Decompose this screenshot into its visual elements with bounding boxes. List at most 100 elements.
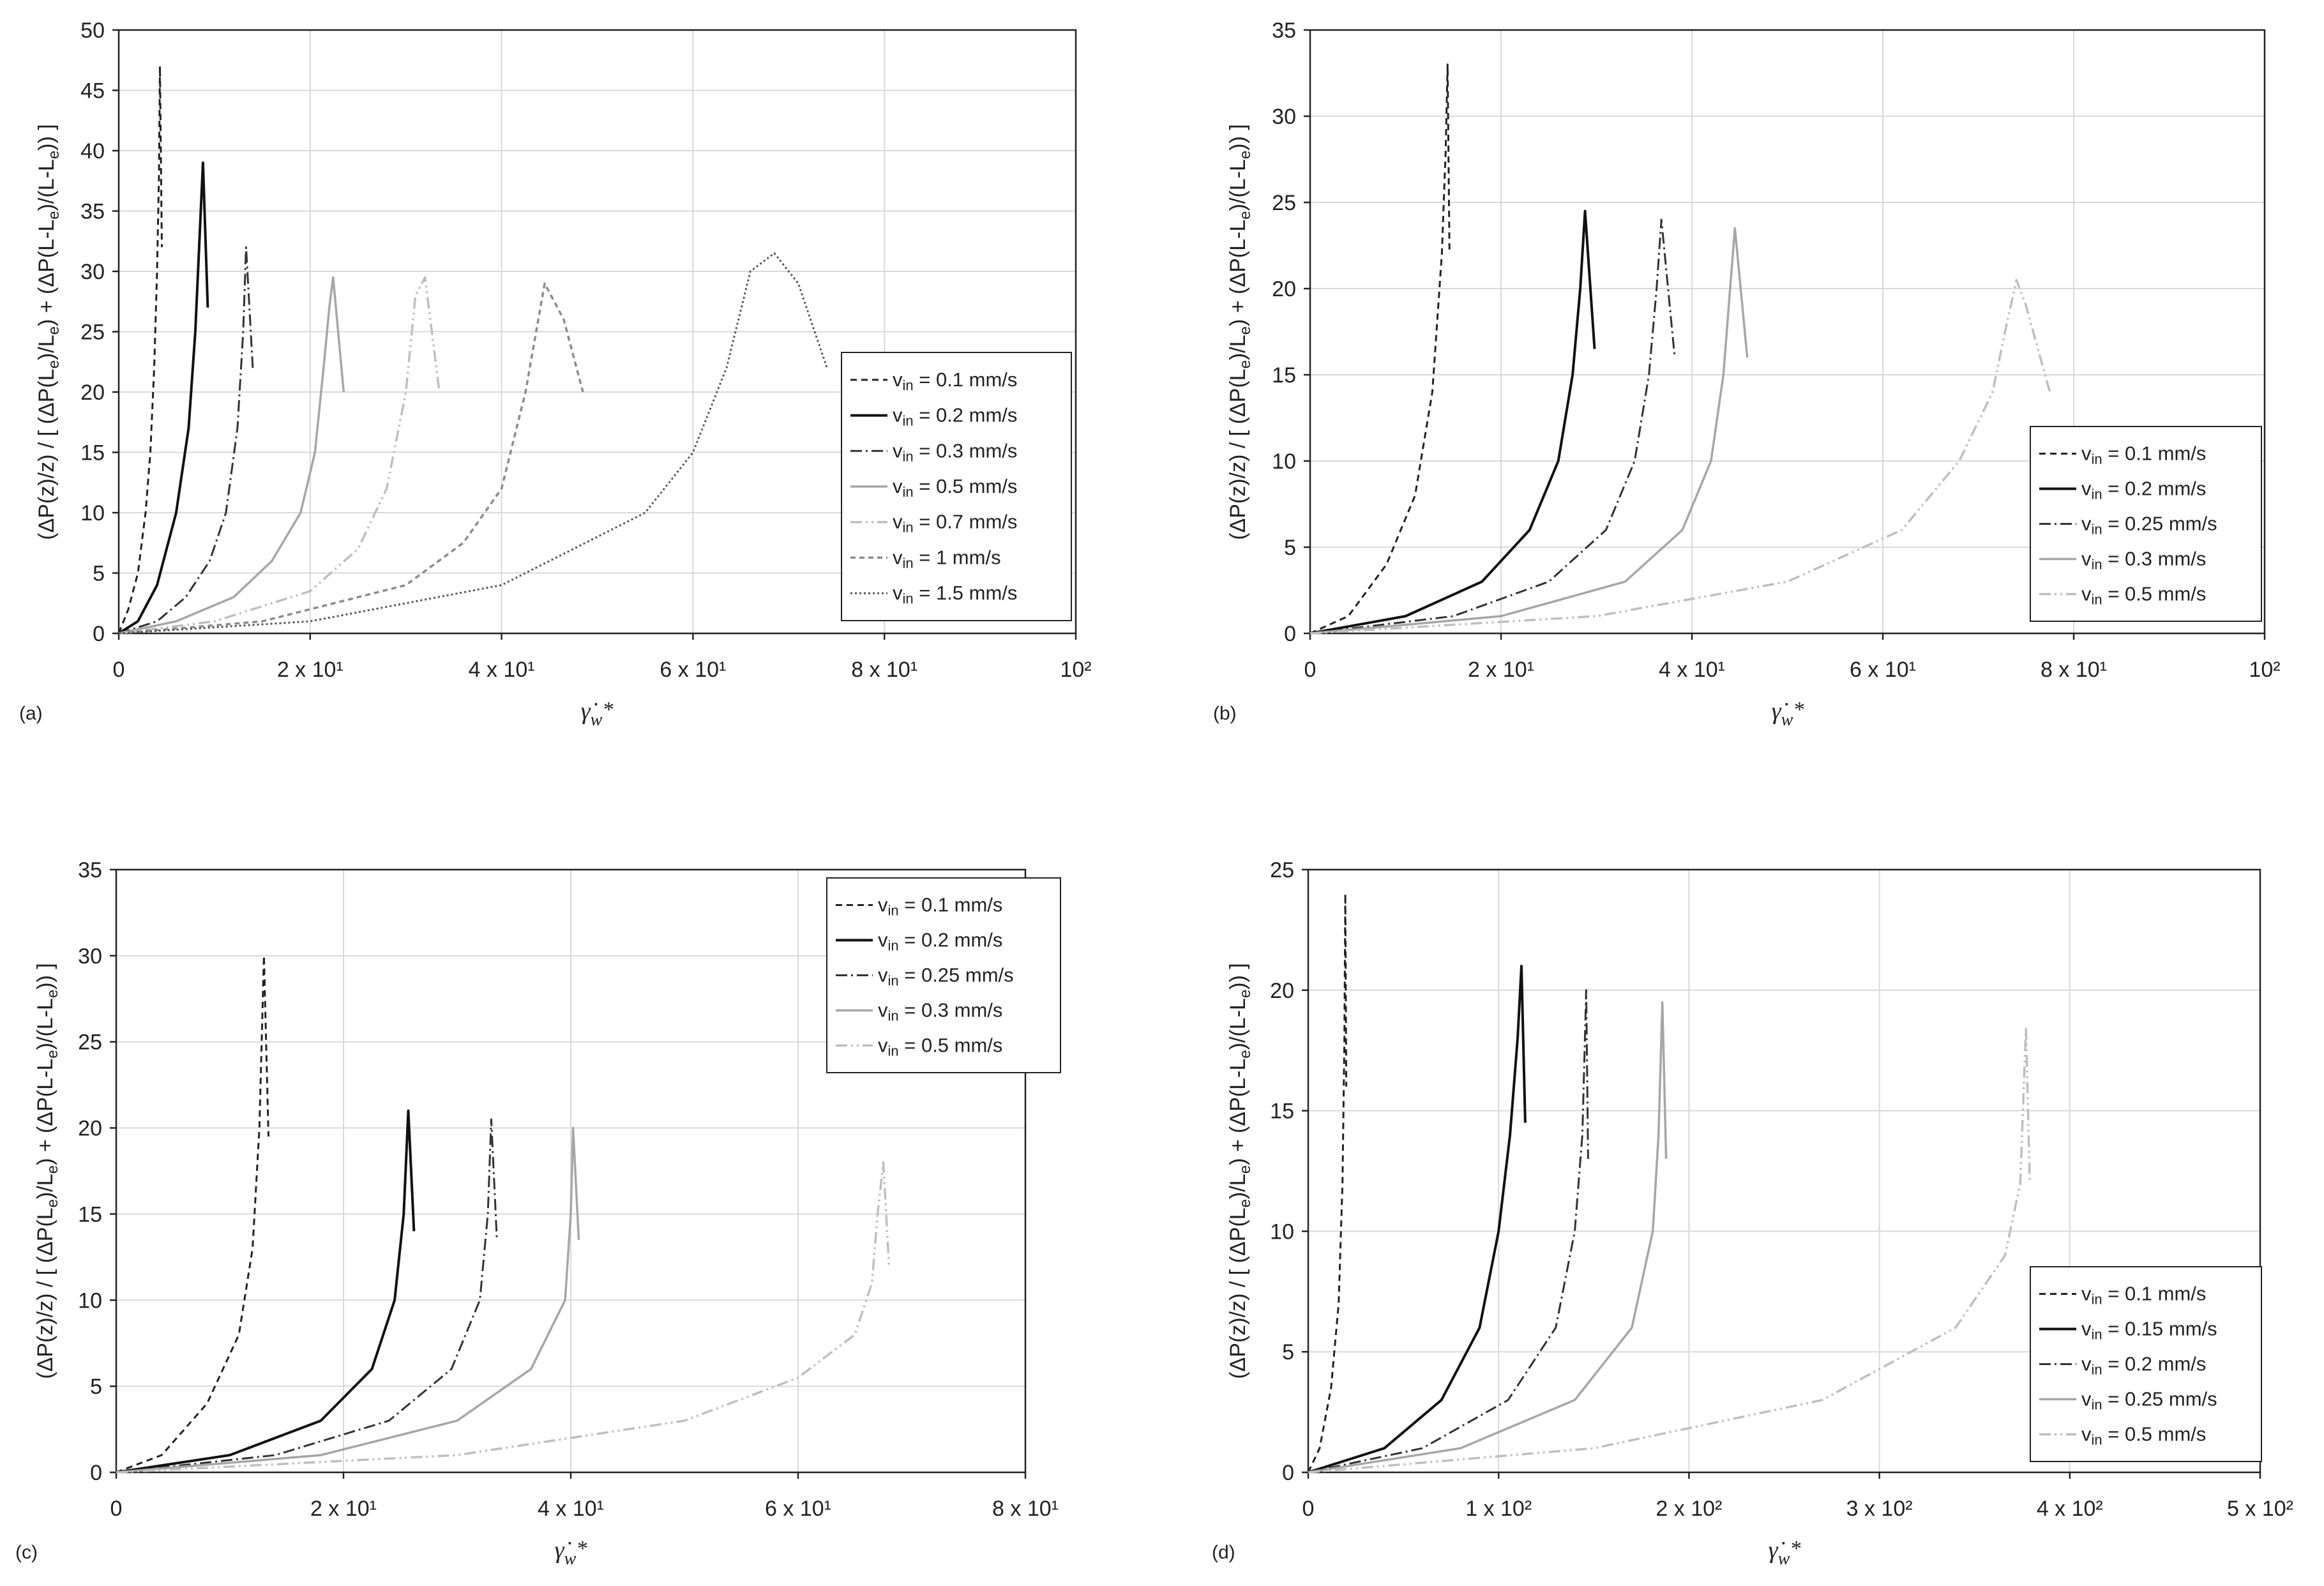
y-tick-label: 20 (80, 381, 105, 405)
series-line-5 (118, 276, 441, 635)
y-tick-label: 30 (78, 944, 102, 969)
x-tick-label: 4 x 10² (2037, 1497, 2103, 1521)
y-tick-label: 20 (78, 1117, 102, 1141)
x-tick-label: 2 x 10¹ (277, 658, 343, 682)
series-line-4 (118, 276, 345, 635)
y-tick-label: 35 (80, 200, 105, 224)
y-tick-label: 10 (78, 1288, 102, 1313)
legend-entry: vin = 0.15 mm/s (2081, 1318, 2217, 1343)
panel-label: (d) (1212, 1542, 1235, 1563)
y-tick-label: 5 (1282, 1340, 1294, 1364)
legend-entry: vin = 0.5 mm/s (893, 475, 1017, 500)
y-tick-label: 10 (80, 501, 105, 525)
legend-entry: vin = 0.5 mm/s (878, 1034, 1002, 1059)
legend-entry: vin = 0.2 mm/s (2081, 478, 2206, 502)
y-axis-label: (ΔP(z)/z) / [ (ΔP(Le)/Le) + (ΔP(L-Le)/(L… (33, 963, 61, 1378)
series-line-1 (1309, 63, 1451, 635)
legend-entry: vin = 1.5 mm/s (893, 582, 1017, 607)
x-tick-label: 10² (1060, 658, 1091, 682)
y-tick-label: 25 (1272, 191, 1296, 215)
x-axis-label: γ̇w* (581, 698, 614, 730)
chart-panel-a: 0 5 10 15 20 25 30 35 40 45 50 0 2 x 10¹ 4 x 10¹ 6 x 1… (19, 19, 1092, 730)
y-axis-label: (ΔP(z)/z) / [ (ΔP(Le)/Le) + (ΔP(L-Le)/(L… (34, 124, 63, 540)
y-tick-label: 45 (80, 79, 105, 103)
legend-entry: vin = 0.25 mm/s (2081, 1388, 2217, 1413)
x-tick-label: 4 x 10¹ (469, 658, 535, 682)
series-line-5 (116, 1161, 891, 1474)
series-line-4 (1309, 227, 1749, 635)
chart-panel-d: 0 5 10 15 20 25 0 1 x 10² 2 x 10² 3 x 10² 4 x 10² 5… (1212, 858, 2293, 1569)
x-tick-label: 2 x 10¹ (310, 1497, 377, 1521)
y-tick-label: 35 (1272, 19, 1296, 43)
series-line-5 (1308, 1025, 2031, 1474)
y-tick-label: 15 (1270, 1099, 1294, 1124)
x-tick-label: 3 x 10² (1846, 1497, 1913, 1521)
legend-entry: vin = 0.1 mm/s (2081, 442, 2206, 467)
y-tick-label: 25 (1270, 858, 1294, 882)
x-tick-label: 6 x 10¹ (660, 658, 726, 682)
y-tick-label: 25 (78, 1031, 102, 1055)
y-tick-label: 0 (93, 622, 105, 646)
x-tick-label: 4 x 10¹ (538, 1497, 604, 1521)
legend-entry: vin = 0.3 mm/s (878, 999, 1002, 1024)
y-tick-label: 0 (1282, 1461, 1294, 1485)
y-tick-label: 30 (1272, 105, 1296, 129)
series-line-2 (116, 1109, 416, 1474)
legend-entry: vin = 0.1 mm/s (893, 368, 1017, 393)
series-line-3 (116, 1118, 498, 1474)
y-tick-label: 50 (80, 19, 105, 43)
y-tick-label: 35 (78, 858, 102, 882)
series-line-1 (1307, 893, 1348, 1473)
series-line-3 (118, 246, 254, 635)
y-tick-label: 10 (1272, 449, 1296, 474)
legend: vin = 0.1 mm/s vin = 0.15 mm/s vin = 0.2 m… (2030, 1266, 2262, 1462)
legend-entry: vin = 0.3 mm/s (2081, 548, 2206, 573)
panel-label: (b) (1213, 703, 1237, 724)
legend-entry: vin = 0.25 mm/s (878, 964, 1014, 989)
y-tick-label: 15 (78, 1202, 102, 1227)
y-tick-label: 15 (80, 441, 105, 465)
series-line-4 (1308, 1001, 1668, 1474)
x-tick-label: 2 x 10¹ (1468, 658, 1534, 682)
series-line-2 (1308, 965, 1527, 1474)
y-tick-label: 5 (93, 562, 105, 586)
x-axis-label: γ̇w* (1769, 1537, 1801, 1569)
series-line-5 (1309, 278, 2051, 635)
chart-panel-c: 0 5 10 15 20 25 30 35 0 2 x 10¹ 4 x 10¹ 6 x 10¹ 8 x … (15, 858, 1061, 1569)
series-line-1 (117, 65, 163, 634)
legend-entry: vin = 0.5 mm/s (2081, 1423, 2206, 1448)
y-tick-label: 20 (1272, 277, 1296, 301)
plot-frame (1307, 868, 2261, 1474)
x-tick-label: 1 x 10² (1465, 1497, 1532, 1521)
legend-entry: vin = 0.1 mm/s (878, 894, 1002, 919)
y-tick-label: 0 (1284, 622, 1296, 646)
series-line-1 (116, 955, 269, 1474)
legend-entry: vin = 0.2 mm/s (878, 929, 1002, 954)
y-tick-label: 10 (1270, 1220, 1294, 1244)
x-tick-label: 6 x 10¹ (765, 1497, 831, 1521)
y-tick-label: 40 (80, 139, 105, 163)
legend: vin = 0.1 mm/s vin = 0.2 mm/s vin = 0.25 m… (2030, 426, 2262, 622)
legend-entry: vin = 0.25 mm/s (2081, 513, 2217, 538)
x-tick-label: 8 x 10¹ (851, 658, 917, 682)
y-tick-label: 30 (80, 260, 105, 284)
y-tick-label: 25 (80, 321, 105, 345)
x-tick-label: 0 (1302, 1497, 1315, 1521)
x-axis-label: γ̇w* (1772, 698, 1804, 730)
series-line-4 (116, 1126, 580, 1474)
x-tick-label: 10² (2249, 658, 2280, 682)
x-tick-label: 6 x 10¹ (1850, 658, 1916, 682)
series-line-6 (118, 282, 584, 635)
y-tick-label: 0 (90, 1461, 102, 1485)
y-axis-label: (ΔP(z)/z) / [ (ΔP(Le)/Le) + (ΔP(L-Le)/(L… (1226, 963, 1254, 1378)
y-tick-label: 5 (90, 1375, 102, 1399)
x-tick-label: 8 x 10¹ (992, 1497, 1059, 1521)
legend-entry: vin = 0.2 mm/s (2081, 1353, 2206, 1378)
series-line-2 (1309, 209, 1596, 635)
legend: vin = 0.1 mm/s vin = 0.2 mm/s vin = 0.3 mm… (841, 352, 1072, 621)
series-line-3 (1308, 989, 1589, 1474)
x-tick-label: 0 (1304, 658, 1317, 682)
panel-label: (c) (15, 1542, 38, 1563)
series-line-2 (117, 161, 209, 635)
